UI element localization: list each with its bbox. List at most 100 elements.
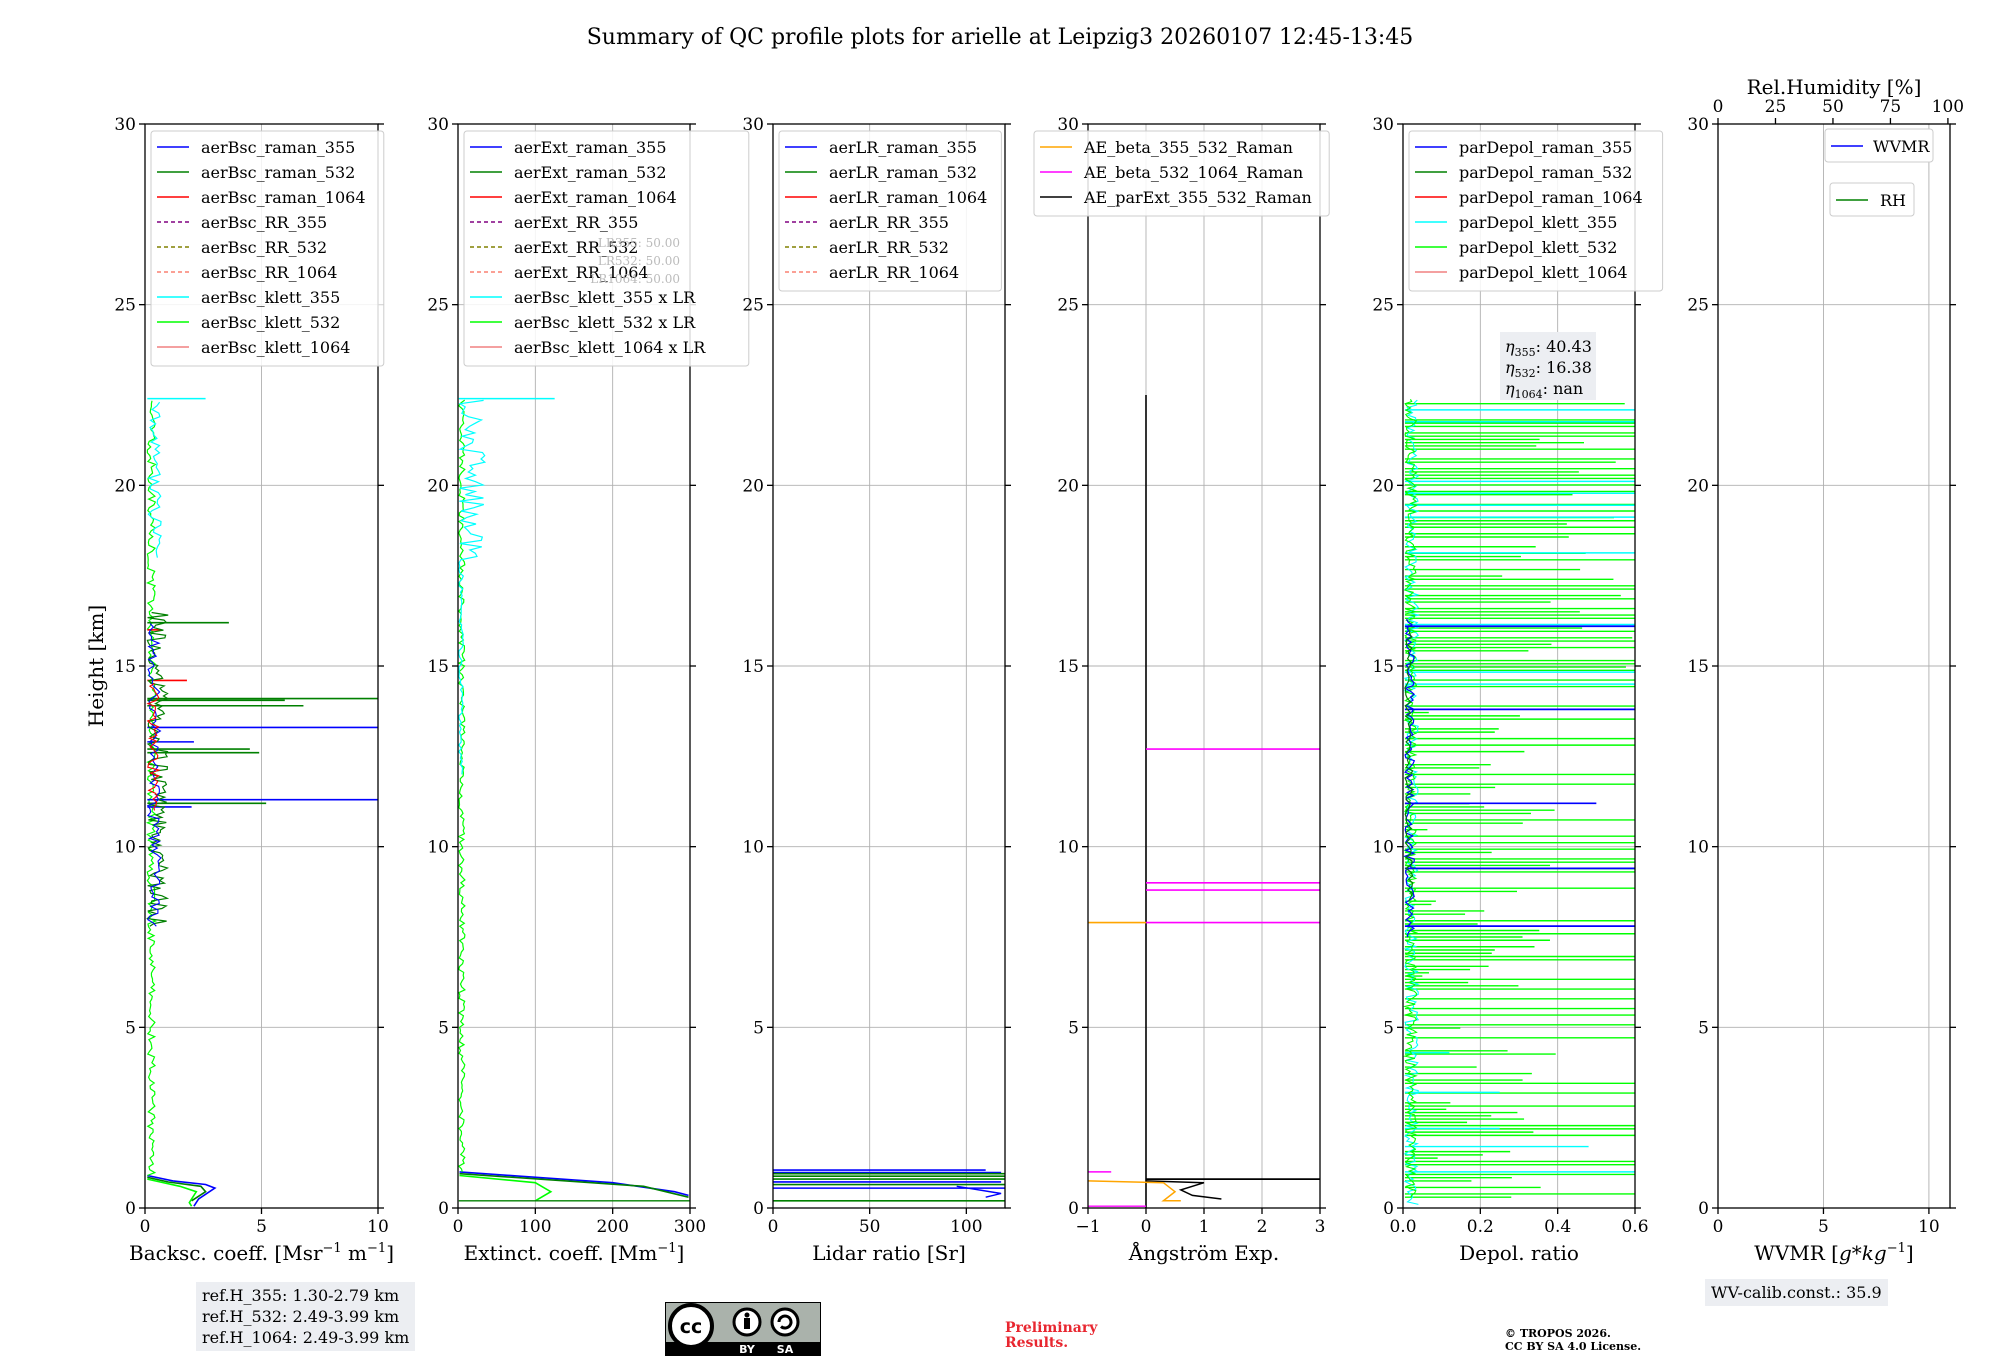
legend-label: AE_beta_532_1064_Raman [1083, 163, 1303, 182]
x-tick-label: 10 [1918, 1217, 1940, 1237]
y-tick-label: 5 [1698, 1018, 1709, 1038]
y-tick-label: 30 [1057, 115, 1079, 135]
x-tick-label: 5 [256, 1217, 267, 1237]
x-tick-label: 50 [859, 1217, 881, 1237]
y-tick-label: 0 [1068, 1199, 1079, 1219]
y-tick-label: 30 [114, 115, 136, 135]
x-tick-label: 300 [674, 1217, 706, 1237]
y-tick-label: 20 [427, 476, 449, 496]
x-tick-label: 100 [950, 1217, 982, 1237]
legend-label: aerExt_RR_532 [514, 238, 638, 257]
y-tick-label: 5 [1383, 1018, 1394, 1038]
x-tick-label: 1 [1199, 1217, 1210, 1237]
data-series [1402, 399, 1635, 1205]
legend-label: aerBsc_klett_1064 x LR [514, 338, 706, 357]
legend-label: aerBsc_RR_355 [201, 213, 327, 232]
y-tick-label: 25 [1372, 296, 1394, 316]
y-tick-label: 0 [125, 1199, 136, 1219]
y-tick-label: 5 [125, 1018, 136, 1038]
legend-label: parDepol_klett_1064 [1459, 263, 1628, 282]
figure-title: Summary of QC profile plots for arielle … [587, 25, 1414, 50]
y-tick-label: 10 [1057, 838, 1079, 858]
legend-label: AE_beta_355_532_Raman [1083, 138, 1293, 157]
legend-label: parDepol_klett_532 [1459, 238, 1617, 257]
legend-label: aerExt_RR_1064 [514, 263, 649, 282]
y-tick-label: 30 [1687, 115, 1709, 135]
x-axis-label: Extinct. coeff. [Mm−1] [464, 1241, 685, 1265]
y-tick-label: 5 [1068, 1018, 1079, 1038]
ref-height-box: ref.H_355: 1.30-2.79 km ref.H_532: 2.49-… [196, 1282, 416, 1351]
data-series [457, 397, 690, 1202]
x-tick-label: 0.0 [1389, 1217, 1416, 1237]
x-axis-label: Depol. ratio [1459, 1241, 1579, 1265]
legend-label: aerBsc_klett_532 [201, 313, 340, 332]
license-note: © TROPOS 2026. CC BY SA 4.0 License. [1505, 1327, 1642, 1353]
legend: WVMR RH [1824, 128, 1934, 217]
legend-label: aerBsc_RR_1064 [201, 263, 337, 282]
top-x-tick-label: 100 [1932, 97, 1964, 117]
legend-label: parDepol_raman_532 [1459, 163, 1632, 182]
x-tick-label: 0 [453, 1217, 464, 1237]
lidar-ratio-note: LR532: 50.00 [598, 254, 680, 268]
y-tick-label: 5 [753, 1018, 764, 1038]
lidar-ratio-note: LR355: 50.00 [598, 236, 680, 250]
y-tick-label: 0 [438, 1199, 449, 1219]
y-tick-label: 10 [1372, 838, 1394, 858]
top-x-tick-label: 25 [1765, 97, 1787, 117]
y-tick-label: 15 [1057, 657, 1079, 677]
legend: aerExt_raman_355 aerExt_raman_532 aerExt_r… [463, 130, 750, 367]
legend-label: AE_parExt_355_532_Raman [1083, 188, 1312, 207]
y-tick-label: 30 [742, 115, 764, 135]
cc-by-sa-badge: cc BY SA [665, 1302, 821, 1356]
y-tick-label: 0 [753, 1199, 764, 1219]
y-tick-label: 15 [1372, 657, 1394, 677]
y-tick-label: 30 [1372, 115, 1394, 135]
y-tick-label: 15 [742, 657, 764, 677]
x-tick-label: 10 [367, 1217, 389, 1237]
x-tick-label: −1 [1075, 1217, 1100, 1237]
legend-label: aerBsc_klett_1064 [201, 338, 350, 357]
legend-label: aerBsc_RR_532 [201, 238, 327, 257]
y-tick-label: 0 [1383, 1199, 1394, 1219]
legend-label: aerBsc_raman_532 [201, 163, 355, 182]
y-tick-label: 25 [1057, 296, 1079, 316]
x-axis-label: Lidar ratio [Sr] [812, 1241, 966, 1265]
x-axis-label: Backsc. coeff. [Msr−1 m−1] [129, 1241, 394, 1265]
data-series [145, 397, 378, 1207]
legend-label: aerLR_raman_1064 [829, 188, 987, 207]
legend-label: WVMR [1873, 137, 1930, 156]
legend: aerLR_raman_355 aerLR_raman_532 aerLR_rama… [778, 130, 1002, 292]
eta-box [1500, 332, 1596, 400]
legend-label: aerExt_raman_355 [514, 138, 667, 157]
y-tick-label: 0 [1698, 1199, 1709, 1219]
legend-label: parDepol_raman_1064 [1459, 188, 1643, 207]
y-tick-label: 10 [114, 838, 136, 858]
legend-box [1408, 130, 1664, 292]
sa-label: SA [777, 1343, 794, 1356]
y-tick-label: 20 [114, 476, 136, 496]
legend-label: aerBsc_klett_355 [201, 288, 340, 307]
panel-depolarization: 0 5 10 15 20 25 30 0.0 0.2 0.4 0.6 Depol. ratio parD… [1372, 115, 1664, 1265]
panel-lidar_ratio: 0 5 10 15 20 25 30 0 50 100 Lidar ratio [Sr] aerLR_… [742, 115, 1011, 1265]
legend-box [778, 130, 1002, 292]
legend-label: aerLR_raman_355 [829, 138, 977, 157]
top-x-axis-label: Rel.Humidity [%] [1747, 75, 1922, 99]
y-tick-label: 20 [1372, 476, 1394, 496]
legend-box [150, 130, 385, 367]
legend: parDepol_raman_355 parDepol_raman_532 parD… [1408, 130, 1664, 292]
legend-label: aerBsc_klett_355 x LR [514, 288, 696, 307]
legend-label: aerBsc_raman_1064 [201, 188, 366, 207]
x-tick-label: 0.4 [1544, 1217, 1571, 1237]
cc-logo-text: cc [680, 1316, 703, 1338]
x-axis-label: Ångström Exp. [1128, 1240, 1279, 1265]
y-tick-label: 10 [427, 838, 449, 858]
sa-icon [770, 1307, 800, 1337]
legend-box [1033, 130, 1330, 217]
data-series [1087, 395, 1320, 1208]
y-tick-label: 15 [427, 657, 449, 677]
x-tick-label: 3 [1315, 1217, 1326, 1237]
